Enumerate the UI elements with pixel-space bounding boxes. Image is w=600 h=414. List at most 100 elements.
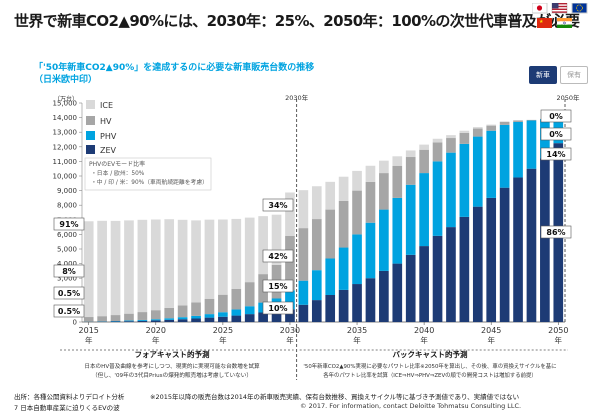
bar-zev-2045 — [486, 197, 497, 322]
bar-phv-2035 — [352, 234, 362, 285]
bar-phv-2034 — [338, 247, 349, 290]
x-tick-year-suffix: 年 — [555, 335, 563, 345]
bar-ice-2023 — [191, 220, 201, 303]
flags-svg: ★ — [531, 2, 588, 28]
bar-zev-2040 — [419, 246, 429, 322]
legend-swatch-ice — [86, 100, 95, 109]
bar-hv-2027 — [244, 282, 255, 307]
bar-phv-2043 — [459, 143, 470, 217]
bar-ice-2046 — [499, 121, 510, 122]
y-tick-label: 14,000 — [53, 114, 78, 122]
callout-2015-ice: 91% — [59, 220, 78, 229]
y-tick-label: 8,000 — [57, 202, 77, 210]
bar-zev-2043 — [459, 216, 470, 322]
legend-swatch-phv — [86, 131, 95, 140]
china-flag: ★ — [537, 18, 552, 28]
bar-hv-2020 — [150, 310, 161, 320]
bar-phv-2041 — [432, 161, 443, 236]
bar-ice-2041 — [432, 138, 443, 143]
y-axis-unit: （万台） — [54, 96, 79, 103]
bar-ice-2031 — [298, 190, 309, 229]
bar-ice-2019 — [137, 219, 148, 313]
bar-zev-2034 — [338, 289, 349, 322]
bar-hv-2042 — [446, 138, 456, 153]
x-tick-year-suffix: 年 — [152, 335, 160, 345]
bar-phv-2046 — [499, 124, 510, 188]
marker-2050-label: 2050年 — [556, 93, 580, 102]
bar-zev-2028 — [258, 312, 268, 322]
bar-phv-2020 — [150, 319, 161, 321]
legend-label-zev: ZEV — [100, 146, 117, 155]
callout-2030-zev-box — [262, 301, 294, 315]
bar-zev-2026 — [231, 315, 242, 322]
bar-phv-2018 — [124, 320, 134, 322]
x-tick-label: 2040 — [414, 326, 434, 335]
bar-hv-2021 — [164, 307, 175, 319]
callout-2030-ice-box — [262, 198, 294, 212]
subtitle-line1: 「'50年新車CO2▲90%」を達成するのに必要な新車販売台数の推移 — [34, 63, 315, 73]
bar-zev-2027 — [244, 314, 255, 322]
bar-zev-2031 — [298, 304, 309, 322]
bar-ice-2040 — [419, 144, 429, 150]
bar-ice-2020 — [150, 219, 161, 311]
y-tick-label: 13,000 — [53, 129, 78, 137]
bar-zev-2035 — [352, 284, 362, 322]
bar-ice-2034 — [338, 176, 349, 201]
bar-phv-2021 — [164, 318, 175, 320]
x-tick-label: 2050 — [548, 326, 568, 335]
bar-phv-2044 — [472, 136, 483, 207]
bar-zev-2029 — [271, 310, 282, 322]
bar-zev-2038 — [392, 263, 403, 322]
bar-hv-2035 — [352, 190, 362, 235]
callout-2030-phv-box — [262, 279, 294, 293]
x-tick-label: 2045 — [481, 326, 501, 335]
bar-ice-2032 — [311, 186, 322, 220]
bar-ice-2036 — [365, 165, 376, 182]
bar-zev-2018 — [124, 321, 134, 322]
japan-flag — [531, 2, 548, 14]
bar-hv-2024 — [204, 298, 215, 315]
bar-zev-2033 — [325, 294, 336, 322]
bar-phv-2045 — [486, 130, 497, 198]
bar-hv-2046 — [499, 121, 510, 125]
bar-hv-2030 — [285, 236, 295, 291]
bar-ice-2018 — [124, 220, 134, 314]
callout-2030-phv: 15% — [268, 282, 287, 291]
bar-hv-2019 — [137, 312, 148, 320]
callout-2015-hv: 8% — [62, 267, 76, 276]
marker-2030-label: 2030年 — [285, 93, 309, 102]
toggle-new-car-button[interactable]: 新車 — [529, 66, 557, 84]
x-tick-year-suffix: 年 — [219, 335, 227, 345]
bar-zev-2023 — [191, 318, 201, 322]
y-tick-label: 9,000 — [57, 187, 77, 195]
callout-2050-hv: 0% — [549, 130, 563, 139]
bar-phv-2025 — [218, 312, 228, 317]
callout-2015-phv: 0.5% — [58, 289, 80, 298]
svg-text:★: ★ — [539, 19, 544, 25]
x-tick-year-suffix: 年 — [286, 335, 294, 345]
bar-zev-2039 — [405, 254, 416, 322]
callout-2015-ice-box — [53, 217, 85, 231]
bar-ice-2039 — [405, 150, 416, 158]
bar-phv-2024 — [204, 314, 215, 318]
bar-ice-2017 — [110, 220, 121, 316]
bar-ice-2027 — [244, 217, 255, 283]
usa-flag — [551, 2, 568, 14]
bar-zev-2037 — [379, 270, 389, 322]
bar-phv-2026 — [231, 309, 242, 316]
bar-ice-2044 — [472, 127, 483, 129]
bar-zev-2049 — [540, 158, 550, 322]
view-toggle[interactable]: 新車 保有 — [529, 66, 588, 84]
bar-phv-2036 — [365, 222, 376, 279]
bar-hv-2023 — [191, 302, 201, 316]
bar-zev-2047 — [513, 177, 523, 322]
bar-hv-2038 — [392, 165, 403, 198]
bar-ice-2016 — [97, 220, 107, 317]
callout-2050-phv: 14% — [546, 150, 565, 159]
bar-ice-2022 — [177, 219, 188, 306]
x-tick-year-suffix: 年 — [420, 335, 428, 345]
bar-phv-2047 — [513, 121, 523, 178]
y-tick-label: 6,000 — [57, 231, 77, 239]
toggle-fleet-button[interactable]: 保有 — [560, 66, 588, 84]
